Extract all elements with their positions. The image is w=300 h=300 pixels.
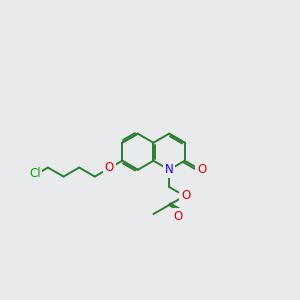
Text: O: O <box>181 190 190 202</box>
Text: O: O <box>197 163 206 176</box>
Text: Cl: Cl <box>29 167 41 180</box>
Text: O: O <box>105 161 114 174</box>
Text: N: N <box>165 163 173 176</box>
Text: O: O <box>173 210 183 223</box>
